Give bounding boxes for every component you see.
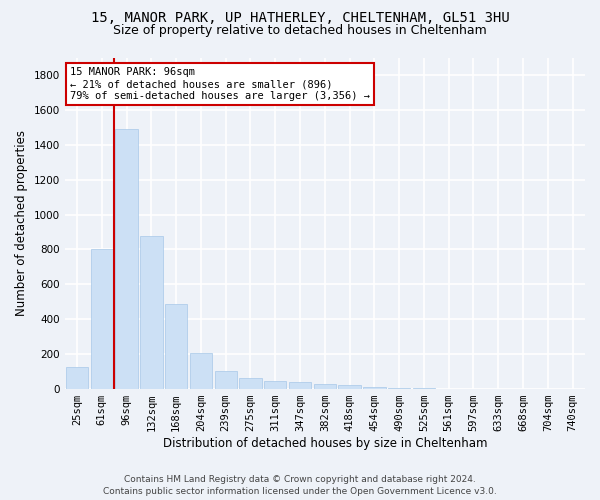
Bar xyxy=(115,129,138,389)
Bar xyxy=(66,368,88,389)
Text: Contains HM Land Registry data © Crown copyright and database right 2024.
Contai: Contains HM Land Registry data © Crown c… xyxy=(103,474,497,496)
Bar xyxy=(363,388,386,389)
Text: 15 MANOR PARK: 96sqm
← 21% of detached houses are smaller (896)
79% of semi-deta: 15 MANOR PARK: 96sqm ← 21% of detached h… xyxy=(70,68,370,100)
Bar xyxy=(289,382,311,389)
Bar xyxy=(338,385,361,389)
Bar xyxy=(388,388,410,389)
Text: 15, MANOR PARK, UP HATHERLEY, CHELTENHAM, GL51 3HU: 15, MANOR PARK, UP HATHERLEY, CHELTENHAM… xyxy=(91,11,509,25)
Bar xyxy=(314,384,336,389)
Bar xyxy=(91,250,113,389)
Bar xyxy=(264,381,286,389)
Text: Size of property relative to detached houses in Cheltenham: Size of property relative to detached ho… xyxy=(113,24,487,37)
Bar xyxy=(140,236,163,389)
Bar xyxy=(165,304,187,389)
Bar xyxy=(190,354,212,389)
Y-axis label: Number of detached properties: Number of detached properties xyxy=(15,130,28,316)
Bar xyxy=(413,388,435,389)
Bar xyxy=(239,378,262,389)
Bar xyxy=(215,371,237,389)
X-axis label: Distribution of detached houses by size in Cheltenham: Distribution of detached houses by size … xyxy=(163,437,487,450)
